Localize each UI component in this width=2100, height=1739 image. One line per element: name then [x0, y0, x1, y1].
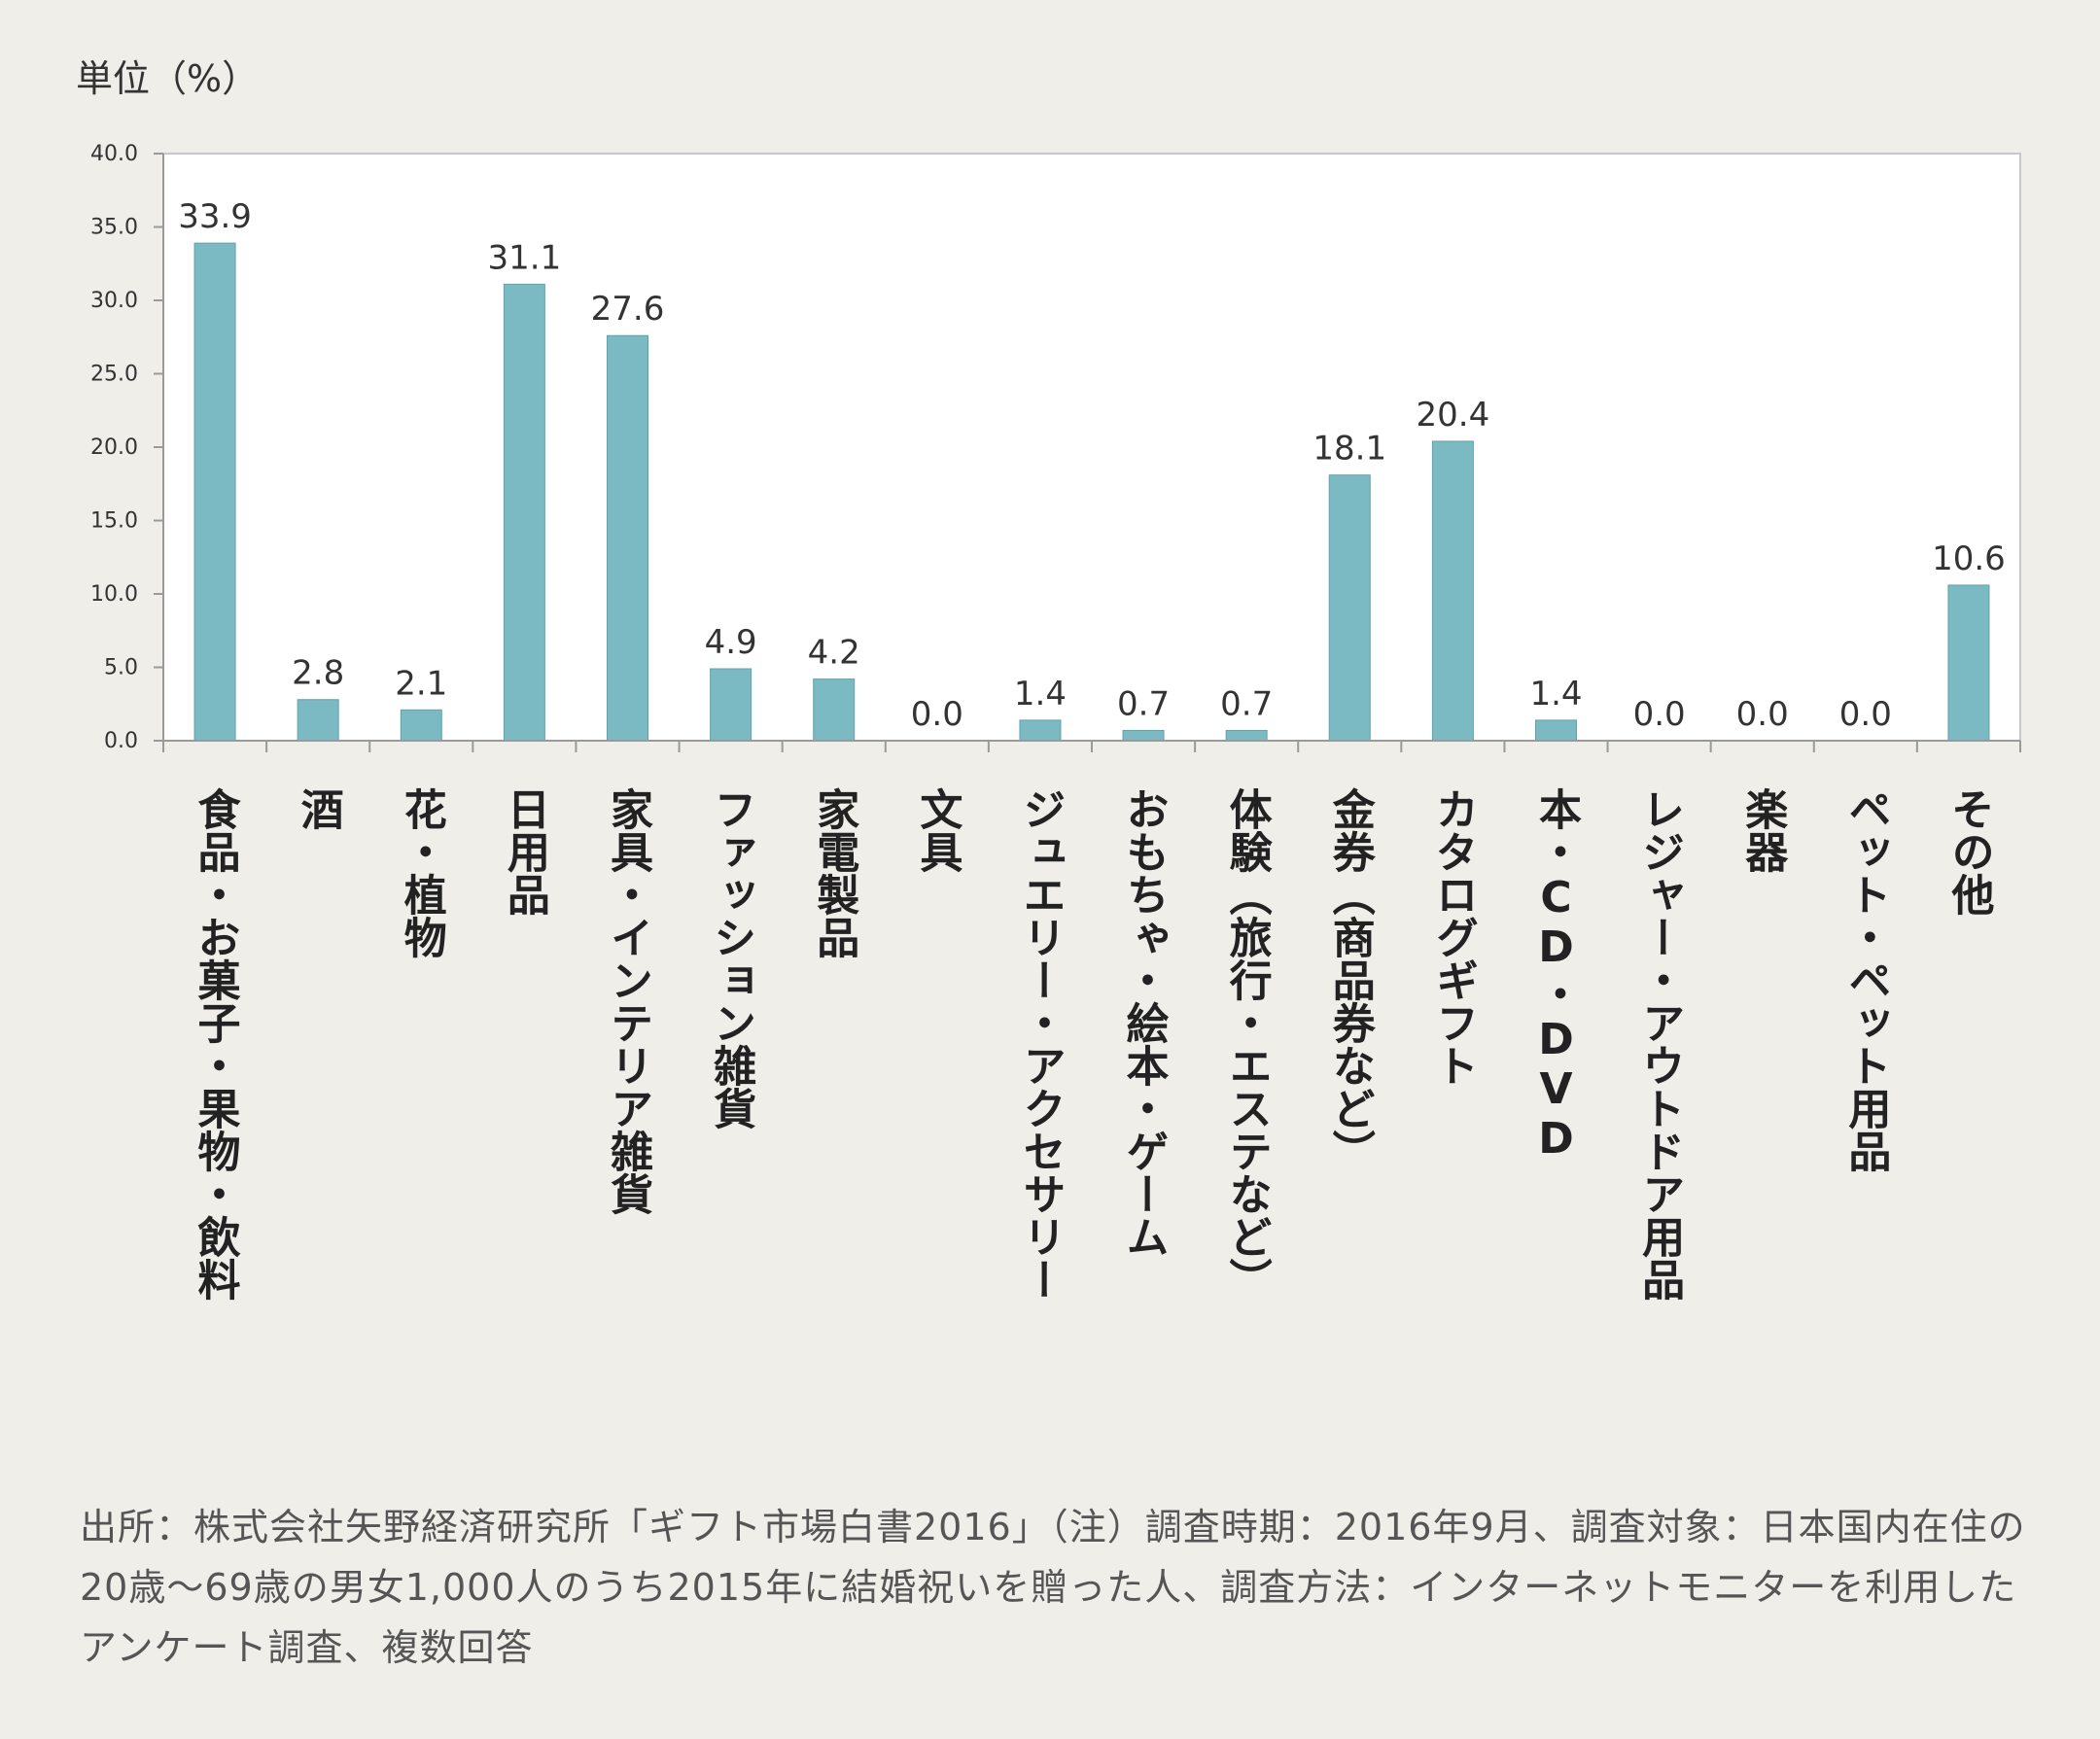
- bar-value-label: 1.4: [1529, 675, 1582, 713]
- bar-value-label: 2.1: [395, 664, 447, 703]
- bar: [297, 699, 339, 742]
- category-labels: 食品・お菓子・果物・飲料 酒 花・植物 日用品 家具・インテリア雑貨 ファッション雑貨 家電…: [191, 787, 1996, 1301]
- category-label: ファッション雑貨: [706, 787, 757, 1130]
- bar: [1019, 719, 1062, 742]
- bar-value-label: 0.7: [1117, 684, 1170, 723]
- category-label: レジャー・アウトドア用品: [1634, 787, 1685, 1301]
- bar-value-label: 18.1: [1312, 430, 1386, 469]
- y-tick-label: 10.0: [90, 582, 138, 607]
- bar: [1947, 584, 1990, 742]
- bar-value-label: 0.0: [911, 695, 963, 734]
- category-label: 花・植物: [397, 787, 447, 958]
- bar-value-label: 2.8: [292, 654, 344, 693]
- y-tick-label: 5.0: [104, 656, 138, 680]
- plot-area: [162, 153, 2021, 742]
- bars: [193, 242, 1990, 742]
- bar: [1535, 719, 1577, 742]
- bar: [710, 668, 752, 742]
- category-label: ジュエリー・アクセサリー: [1015, 787, 1065, 1301]
- category-label: おもちゃ・絵本・ゲーム: [1119, 787, 1170, 1258]
- bar-value-label: 1.4: [1014, 675, 1067, 713]
- bar: [1431, 440, 1474, 742]
- category-label: ペット・ペット用品: [1840, 787, 1891, 1172]
- category-label: 酒: [294, 787, 344, 830]
- category-label: 楽器: [1737, 787, 1788, 873]
- category-label: 本・CD・DVD: [1531, 787, 1582, 1164]
- bar-value-label: 27.6: [591, 290, 665, 329]
- bar: [1122, 729, 1165, 742]
- source-note: 出所：株式会社矢野経済研究所「ギフト市場白書2016」（注）調査時期：2016年…: [80, 1506, 2026, 1669]
- bar: [193, 242, 236, 742]
- y-axis: 0.0 5.0 10.0 15.0 20.0 25.0 30.0 35.0 40.0: [90, 142, 164, 753]
- bar: [1225, 729, 1268, 742]
- category-label: 体験（旅行・エステなど）: [1222, 787, 1273, 1301]
- bar: [400, 709, 442, 742]
- category-label: 家電製品: [809, 787, 859, 958]
- bar-value-label: 31.1: [488, 238, 562, 277]
- y-tick-label: 40.0: [90, 142, 138, 166]
- data-labels: 33.9 2.8 2.1 31.1 27.6 4.9 4.2 0.0 1.4 0.7 0.7 18.1…: [178, 197, 2006, 734]
- y-tick-label: 0.0: [104, 729, 138, 753]
- category-label: 文具: [912, 787, 962, 873]
- x-axis: [162, 740, 2021, 752]
- y-tick-label: 30.0: [90, 289, 138, 313]
- category-label: 日用品: [500, 787, 550, 916]
- bar-value-label: 4.9: [705, 623, 757, 662]
- bar-value-label: 33.9: [178, 197, 252, 236]
- bar-value-label: 4.2: [808, 634, 860, 673]
- bar: [607, 334, 648, 742]
- category-label: 家具・インテリア雑貨: [603, 787, 654, 1215]
- category-label: 食品・お菓子・果物・飲料: [191, 787, 241, 1301]
- category-label: カタログギフト: [1428, 787, 1478, 1087]
- bar-value-label: 0.0: [1839, 695, 1892, 734]
- y-axis-unit-label: 単位（%）: [76, 57, 260, 100]
- bar-value-label: 0.7: [1220, 684, 1273, 723]
- bar-value-label: 0.0: [1736, 695, 1789, 734]
- category-label: 金券（商品券など）: [1325, 787, 1377, 1172]
- bar-value-label: 20.4: [1417, 396, 1490, 435]
- bar: [813, 678, 856, 742]
- y-tick-label: 25.0: [90, 363, 138, 387]
- bar: [1328, 474, 1371, 742]
- y-tick-label: 15.0: [90, 509, 138, 534]
- y-tick-label: 35.0: [90, 216, 138, 240]
- y-tick-label: 20.0: [90, 435, 138, 460]
- category-label: その他: [1943, 787, 1995, 916]
- bar-value-label: 0.0: [1633, 695, 1686, 734]
- bar: [503, 283, 545, 742]
- bar-value-label: 10.6: [1932, 539, 2006, 578]
